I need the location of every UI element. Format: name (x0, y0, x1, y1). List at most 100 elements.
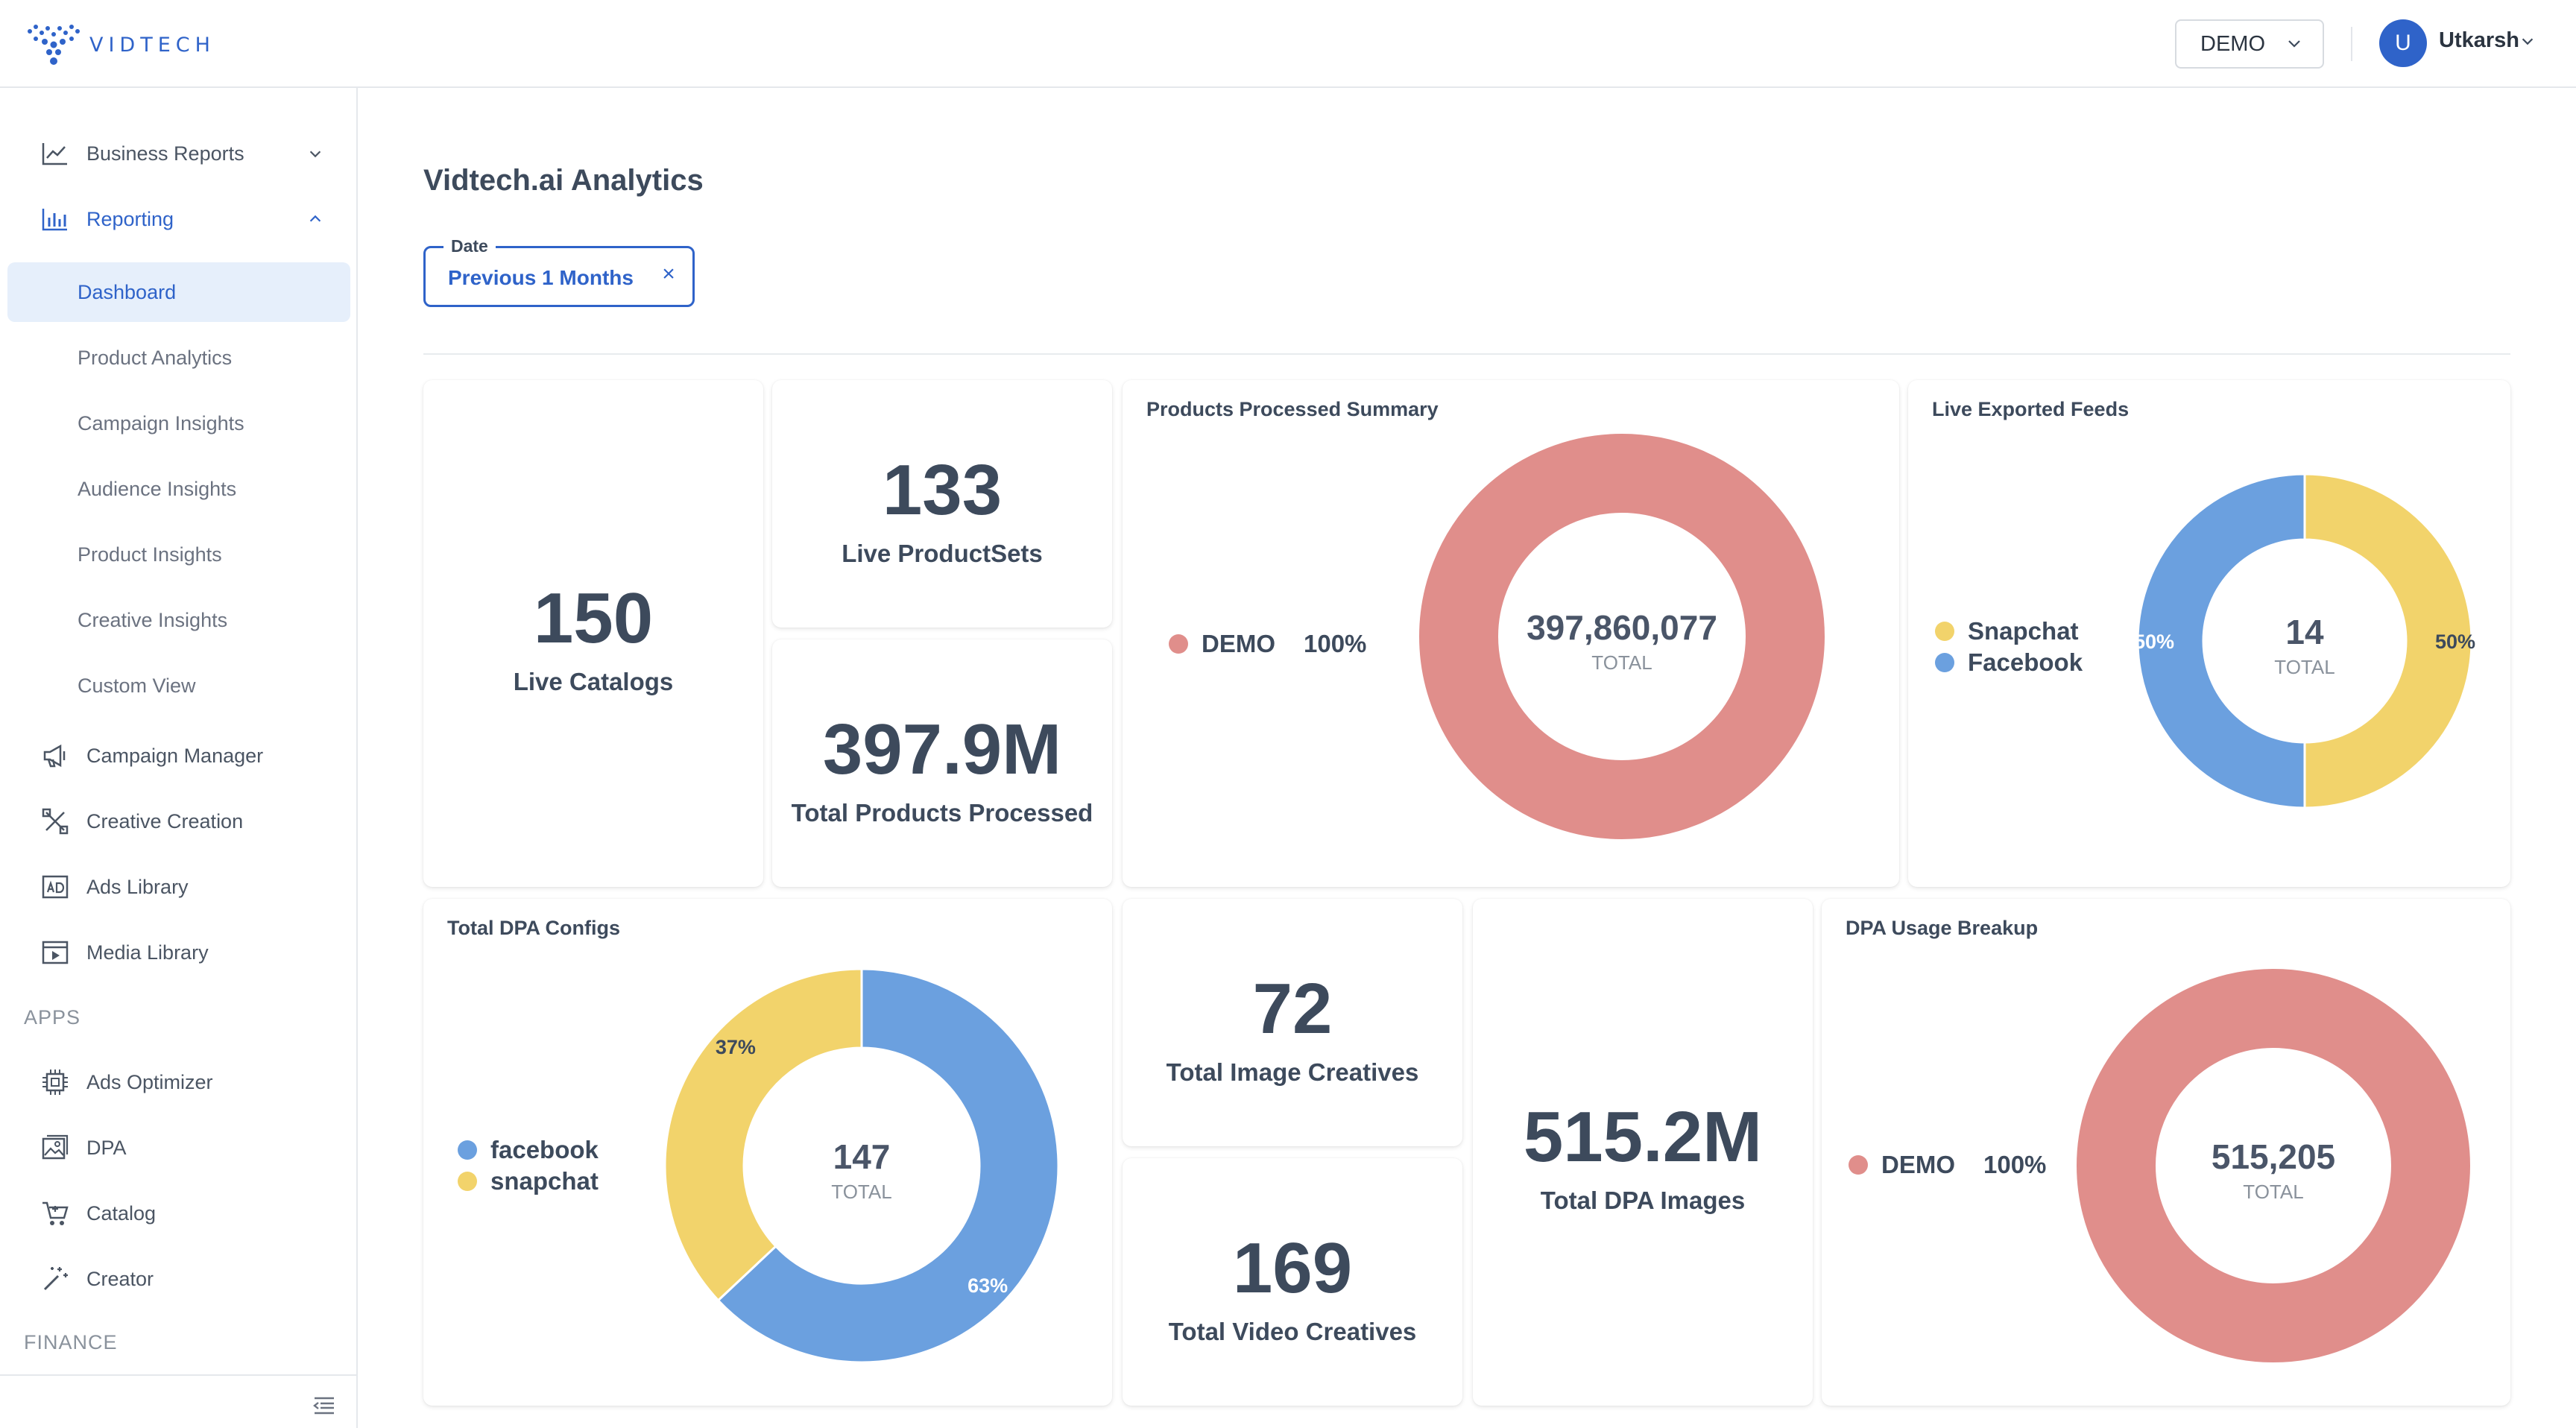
legend-dot (1849, 1155, 1868, 1175)
slice-percent-label: 50% (2134, 631, 2174, 653)
ad-icon (42, 875, 69, 899)
legend-item-snapchat[interactable]: snapchat (458, 1167, 599, 1195)
sidebar-item-dpa[interactable]: DPA (0, 1118, 356, 1178)
sidebar-item-reporting[interactable]: Reporting (0, 189, 356, 249)
legend-item-snapchat[interactable]: Snapchat (1935, 617, 2079, 645)
sidebar-subitem-audience-insights[interactable]: Audience Insights (7, 459, 350, 519)
donut-center-label: TOTAL (2274, 656, 2334, 678)
legend-label: DEMO (1881, 1151, 1955, 1178)
sidebar-subitem-label: Product Insights (78, 543, 222, 566)
legend-item-demo[interactable]: DEMO 100% (1169, 630, 1366, 658)
sidebar-subitem-creative-insights[interactable]: Creative Insights (7, 590, 350, 650)
legend-dot (1935, 622, 1954, 641)
legend-percent: 100% (1304, 630, 1367, 657)
donut-center-value: 147 (833, 1137, 891, 1176)
image-creatives-stat: 72 Total Image Creatives (1123, 973, 1462, 1087)
card-title: Total DPA Configs (447, 917, 620, 939)
org-select[interactable]: DEMO (2175, 19, 2324, 69)
date-filter-value: Previous 1 Months (448, 266, 634, 289)
donut-center-label: TOTAL (1591, 651, 1652, 674)
sidebar-item-label: Campaign Manager (86, 744, 264, 767)
stat-label: Live Catalogs (513, 668, 674, 695)
sidebar-item-label: Catalog (86, 1201, 157, 1225)
donut-slice-facebook[interactable] (2136, 473, 2306, 809)
sidebar-item-campaign-manager[interactable]: Campaign Manager (0, 726, 356, 786)
date-filter-label: Date (443, 236, 496, 256)
sidebar-subitem-dashboard[interactable]: Dashboard (7, 262, 350, 322)
sidebar-subitem-custom-view[interactable]: Custom View (7, 656, 350, 715)
dpa-images-stat: 515.2M Total DPA Images (1473, 1102, 1813, 1215)
donut-slice-snapchat[interactable] (2303, 473, 2473, 809)
donut-slice-snapchat[interactable] (663, 967, 863, 1302)
user-menu-chevron-icon[interactable] (2519, 33, 2536, 49)
stat-value: 150 (533, 578, 654, 658)
card-title: DPA Usage Breakup (1846, 917, 2039, 939)
card-title: Products Processed Summary (1146, 398, 1439, 420)
sidebar-item-ads-optimizer[interactable]: Ads Optimizer (0, 1052, 356, 1112)
donut-slice-demo[interactable] (1419, 434, 1825, 839)
live-catalogs-stat: 150 Live Catalogs (423, 583, 763, 696)
stat-label: Total Video Creatives (1168, 1318, 1417, 1345)
sidebar-subitem-label: Campaign Insights (78, 411, 244, 435)
sidebar-subitem-label: Audience Insights (78, 477, 237, 500)
logo-mark-icon (28, 25, 80, 65)
sidebar-item-creative-creation[interactable]: Creative Creation (0, 792, 356, 851)
sidebar-subitem-product-insights[interactable]: Product Insights (7, 525, 350, 584)
image-creatives-card: 72 Total Image Creatives (1123, 899, 1462, 1146)
sidebar-item-label: Ads Optimizer (86, 1070, 213, 1093)
vidtech-logo[interactable]: VIDTECH (27, 22, 215, 67)
user-name[interactable]: Utkarsh (2439, 28, 2519, 52)
legend-item-facebook[interactable]: Facebook (1935, 648, 2083, 677)
legend-label: Snapchat (1968, 617, 2079, 645)
org-select-value: DEMO (2200, 31, 2265, 56)
section-label-apps: APPS (24, 1006, 81, 1029)
content-divider (423, 353, 2510, 355)
date-filter-chip[interactable]: Date Previous 1 Months × (423, 236, 695, 307)
card-title: Live Exported Feeds (1932, 398, 2130, 420)
donut-center-value: 515,205 (2212, 1137, 2335, 1176)
total-dpa-configs-card: Total DPA Configs facebook snapchat 63% 3… (423, 899, 1112, 1406)
legend-dot (1935, 653, 1954, 672)
sidebar-subitem-campaign-insights[interactable]: Campaign Insights (7, 394, 350, 453)
donut-slice-facebook[interactable] (716, 967, 1060, 1364)
sidebar-item-media-library[interactable]: Media Library (0, 923, 356, 982)
live-catalogs-card: 150 Live Catalogs (423, 380, 763, 887)
legend-item-facebook[interactable]: facebook (458, 1136, 599, 1164)
total-products-stat: 397.9M Total Products Processed (772, 714, 1112, 827)
legend-percent: 100% (1983, 1151, 2047, 1178)
section-label-finance: FINANCE (24, 1331, 118, 1353)
sidebar-item-catalog[interactable]: Catalog (0, 1184, 356, 1243)
live-productsets-card: 133 Live ProductSets (772, 380, 1112, 628)
clear-filter-button[interactable]: × (662, 262, 675, 286)
stat-label: Total Products Processed (791, 799, 1093, 827)
live-exported-feeds-card: Live Exported Feeds Snapchat Facebook 50… (1908, 380, 2510, 887)
sidebar-item-ads-library[interactable]: Ads Library (0, 857, 356, 917)
user-avatar[interactable]: U (2379, 19, 2427, 67)
chevron-up-icon (309, 215, 321, 222)
media-icon (42, 941, 69, 964)
logo-text: VIDTECH (89, 33, 215, 57)
sidebar-subitem-label: Custom View (78, 674, 196, 697)
sidebar-item-business-reports[interactable]: Business Reports (0, 124, 356, 183)
sidebar-subitem-label: Creative Insights (78, 608, 228, 631)
donut-slice-demo[interactable] (2077, 969, 2470, 1362)
sidebar-subitem-product-analytics[interactable]: Product Analytics (7, 328, 350, 388)
sidebar-item-label: Media Library (86, 941, 209, 964)
images-icon (42, 1134, 69, 1160)
page-title: Vidtech.ai Analytics (423, 164, 704, 197)
products-processed-summary-card: Products Processed Summary DEMO 100% 397… (1123, 380, 1899, 887)
sidebar-subitem-label: Product Analytics (78, 346, 233, 369)
video-creatives-stat: 169 Total Video Creatives (1123, 1233, 1462, 1346)
video-creatives-card: 169 Total Video Creatives (1123, 1158, 1462, 1406)
stat-label: Total Image Creatives (1166, 1058, 1419, 1086)
legend-dot (1169, 634, 1188, 654)
stat-label: Live ProductSets (842, 540, 1043, 567)
sidebar-item-creator[interactable]: Creator (0, 1249, 356, 1309)
stat-value: 169 (1232, 1228, 1353, 1308)
chevron-down-icon (309, 151, 321, 158)
collapse-sidebar-icon[interactable] (310, 1392, 337, 1419)
legend-item-demo[interactable]: DEMO 100% (1849, 1151, 2046, 1179)
donut-center-value: 397,860,077 (1527, 608, 1717, 647)
donut-center-label: TOTAL (2243, 1181, 2303, 1203)
bar-chart-icon (42, 209, 67, 231)
